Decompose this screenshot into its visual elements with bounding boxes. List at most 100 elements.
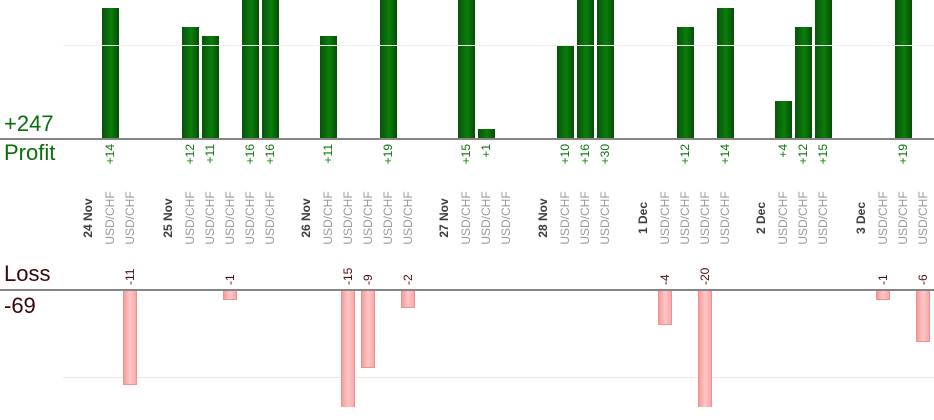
date-label: 25 Nov — [161, 198, 175, 238]
profit-value-label: +11 — [321, 144, 335, 164]
loss-bar — [223, 291, 237, 300]
loss-bar — [123, 291, 137, 385]
date-label: 26 Nov — [299, 198, 313, 238]
date-label: 1 Dec — [636, 201, 650, 235]
profit-bar — [557, 45, 574, 138]
loss-bar — [658, 291, 672, 325]
profit-bar — [458, 0, 475, 138]
profit-bar — [815, 0, 832, 138]
symbol-label: USD/CHF — [658, 191, 672, 245]
profit-value-label: +16 — [578, 144, 592, 165]
symbol-label: USD/CHF — [223, 191, 237, 245]
symbol-label: USD/CHF — [401, 191, 415, 245]
symbol-label: USD/CHF — [459, 191, 473, 245]
loss-bar — [361, 291, 375, 368]
symbol-label: USD/CHF — [103, 191, 117, 245]
symbol-label: USD/CHF — [123, 191, 137, 245]
profit-bar — [380, 0, 397, 138]
symbol-label: USD/CHF — [796, 191, 810, 245]
loss-value-label: -20 — [698, 267, 712, 285]
loss-value-label: -15 — [341, 267, 355, 285]
profit-bar — [102, 8, 119, 138]
profit-value-label: +12 — [183, 144, 197, 165]
symbol-label: USD/CHF — [321, 191, 335, 245]
loss-value-label: -6 — [916, 274, 930, 285]
loss-value-label: -9 — [361, 274, 375, 285]
loss-gridline — [63, 377, 934, 378]
date-label: 2 Dec — [754, 201, 768, 235]
profit-bar — [677, 27, 694, 138]
profit-value-label: +15 — [459, 144, 473, 165]
loss-bar — [916, 291, 930, 342]
profit-value-label: +19 — [896, 144, 910, 165]
symbol-label: USD/CHF — [678, 191, 692, 245]
profit-value-label: +14 — [103, 144, 117, 165]
loss-value-label: -4 — [658, 274, 672, 285]
loss-bar — [876, 291, 890, 300]
date-label: 3 Dec — [854, 201, 868, 235]
profit-value-label: +16 — [243, 144, 257, 165]
date-label: 27 Nov — [437, 198, 451, 238]
symbol-label: USD/CHF — [598, 191, 612, 245]
symbol-label: USD/CHF — [341, 191, 355, 245]
profit-bar — [320, 36, 337, 138]
profit-value-label: +10 — [558, 144, 572, 165]
date-label: 24 Nov — [81, 198, 95, 238]
profit-axis-label: Profit — [4, 140, 56, 165]
profit-value-label: +30 — [598, 144, 612, 165]
profit-bar — [182, 27, 199, 138]
profit-total: +247 — [4, 111, 54, 136]
symbol-label: USD/CHF — [183, 191, 197, 245]
profit-bar — [795, 27, 812, 138]
profit-bar — [242, 0, 259, 138]
profit-value-label: +16 — [263, 144, 277, 165]
loss-bar — [698, 291, 712, 407]
profit-gridline — [63, 45, 934, 46]
profit-plot-area — [0, 0, 934, 138]
symbol-label: USD/CHF — [263, 191, 277, 245]
profit-value-label: +15 — [816, 144, 830, 165]
profit-value-label: +19 — [381, 144, 395, 165]
profit-axis-line — [0, 138, 934, 140]
symbol-label: USD/CHF — [243, 191, 257, 245]
symbol-label: USD/CHF — [916, 191, 930, 245]
loss-value-label: -1 — [876, 274, 890, 285]
symbol-label: USD/CHF — [896, 191, 910, 245]
loss-value-label: -11 — [123, 268, 137, 285]
loss-value-label: -2 — [401, 274, 415, 285]
profit-bar — [478, 129, 495, 138]
profit-value-label: +1 — [479, 144, 493, 158]
date-label: 28 Nov — [536, 198, 550, 238]
profit-bar — [775, 101, 792, 138]
profit-value-label: +4 — [776, 144, 790, 158]
loss-total: -69 — [4, 293, 36, 318]
loss-axis-line — [0, 289, 934, 291]
symbol-label: USD/CHF — [361, 191, 375, 245]
profit-bar — [262, 0, 279, 138]
symbol-label: USD/CHF — [203, 191, 217, 245]
symbol-label: USD/CHF — [698, 191, 712, 245]
symbol-label: USD/CHF — [816, 191, 830, 245]
loss-axis-label: Loss — [4, 261, 51, 286]
symbol-label: USD/CHF — [578, 191, 592, 245]
profit-bar — [202, 36, 219, 138]
loss-value-label: -1 — [223, 274, 237, 285]
profit-value-label: +12 — [678, 144, 692, 165]
loss-plot-area — [0, 291, 934, 407]
profit-bar — [717, 8, 734, 138]
loss-bar — [341, 291, 355, 407]
symbol-label: USD/CHF — [876, 191, 890, 245]
symbol-label: USD/CHF — [718, 191, 732, 245]
profit-bar — [577, 0, 594, 138]
profit-bar — [895, 0, 912, 138]
loss-bar — [401, 291, 415, 308]
profit-value-label: +11 — [203, 144, 217, 164]
symbol-label: USD/CHF — [479, 191, 493, 245]
symbol-label: USD/CHF — [381, 191, 395, 245]
profit-bar — [597, 0, 614, 138]
symbol-label: USD/CHF — [558, 191, 572, 245]
profit-value-label: +14 — [718, 144, 732, 165]
symbol-label: USD/CHF — [776, 191, 790, 245]
symbol-label: USD/CHF — [499, 191, 513, 245]
